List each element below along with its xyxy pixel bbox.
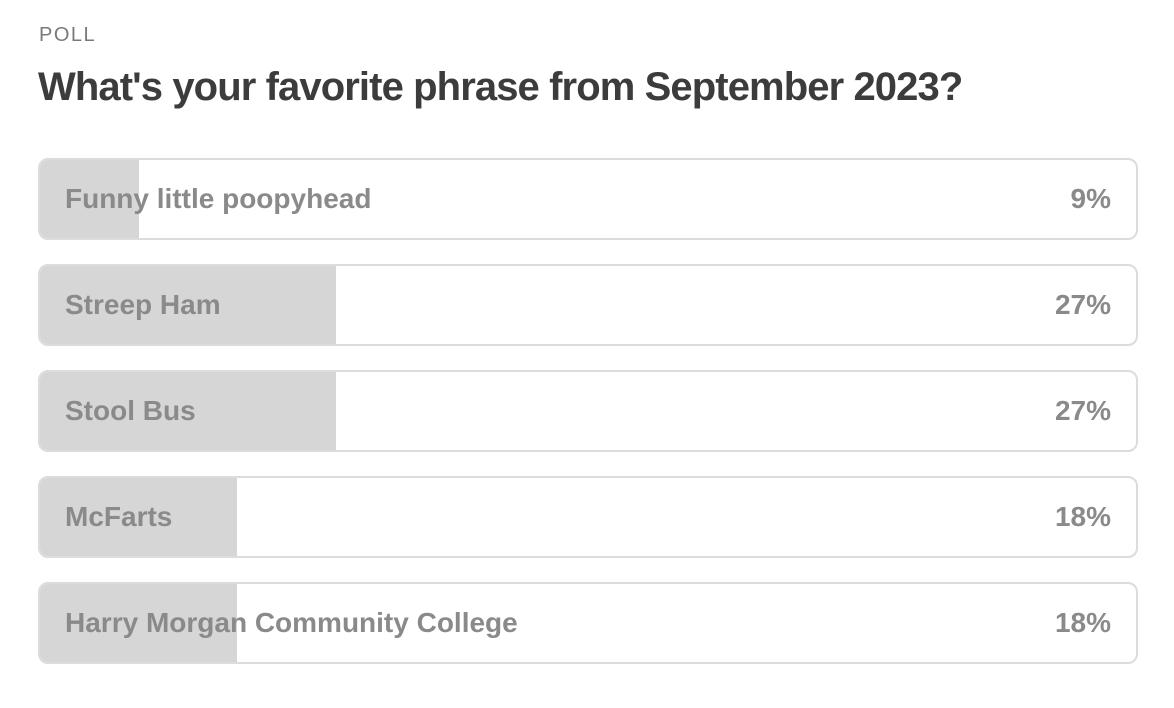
poll-option-percent: 18% bbox=[1054, 501, 1111, 532]
poll-option-percent: 18% bbox=[1054, 607, 1111, 638]
poll-option-percent: 27% bbox=[1054, 395, 1111, 426]
poll-option-label: McFarts bbox=[65, 501, 173, 532]
poll-option[interactable]: Streep Ham 27% bbox=[38, 264, 1138, 346]
poll-option-result-bar bbox=[40, 584, 238, 662]
poll-option-result-bar bbox=[40, 372, 336, 450]
poll-option-percent: 27% bbox=[1054, 289, 1111, 320]
poll-option-result-bar bbox=[40, 160, 139, 238]
poll-option-result-bar bbox=[40, 266, 336, 344]
poll-options: Funny little poopyhead 9% Streep Ham 27%… bbox=[38, 158, 1138, 688]
poll-option-label: Stool Bus bbox=[65, 395, 196, 426]
poll-option[interactable]: Harry Morgan Community College 18% bbox=[38, 582, 1138, 664]
poll-question: What's your favorite phrase from Septemb… bbox=[38, 65, 963, 109]
poll-option-percent: 9% bbox=[1070, 183, 1111, 214]
poll-label: POLL bbox=[39, 24, 97, 46]
poll-option[interactable]: Stool Bus 27% bbox=[38, 370, 1138, 452]
poll-option-label: Harry Morgan Community College bbox=[65, 607, 518, 638]
poll-option-label: Streep Ham bbox=[65, 289, 221, 320]
poll-option[interactable]: Funny little poopyhead 9% bbox=[38, 158, 1138, 240]
poll-option[interactable]: McFarts 18% bbox=[38, 476, 1138, 558]
poll-option-result-bar bbox=[40, 478, 238, 556]
poll-option-label: Funny little poopyhead bbox=[65, 183, 372, 214]
